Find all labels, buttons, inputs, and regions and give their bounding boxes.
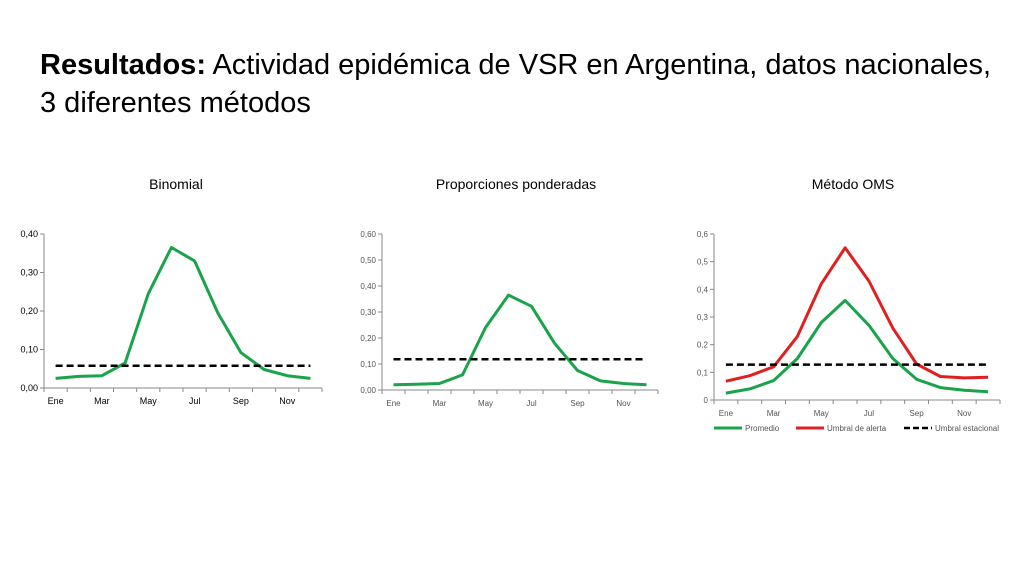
x-tick-label: Sep bbox=[233, 396, 249, 406]
y-tick-label: 0,30 bbox=[360, 308, 376, 317]
chart-1: 0,00 0,10 0,20 0,30 0,40 Ene Mar May Jul Sep Nov bbox=[20, 229, 323, 406]
series-line-promedio bbox=[725, 298, 989, 395]
y-tick-label: 0,1 bbox=[697, 368, 709, 377]
series-line-main bbox=[393, 293, 647, 387]
chart-title-binomial: Binomial bbox=[149, 176, 203, 192]
chart-3: 0 0,1 0,2 0,3 0,4 0,5 0,6 Ene Mar May Jul Sep Nov Pro… bbox=[697, 230, 1001, 433]
x-tick-label: Sep bbox=[909, 409, 924, 418]
y-tick-label: 0,40 bbox=[20, 229, 38, 239]
legend-label: Promedio bbox=[745, 424, 780, 433]
y-tick-label: 0,5 bbox=[697, 258, 709, 267]
y-tick-label: 0,50 bbox=[360, 256, 376, 265]
x-tick-label: Jul bbox=[864, 409, 874, 418]
legend-label: Umbral de alerta bbox=[827, 424, 887, 433]
series-line-main bbox=[55, 246, 311, 380]
y-tick-label: 0,30 bbox=[20, 268, 38, 278]
y-tick-label: 0,2 bbox=[697, 341, 709, 350]
x-tick-label: Mar bbox=[767, 409, 781, 418]
y-tick-label: 0,3 bbox=[697, 313, 709, 322]
x-tick-label: Ene bbox=[719, 409, 734, 418]
chart-title-oms: Método OMS bbox=[811, 176, 895, 192]
x-tick-label: Nov bbox=[616, 399, 630, 408]
x-tick-label: Ene bbox=[48, 396, 64, 406]
x-tick-label: Nov bbox=[279, 396, 296, 406]
y-tick-label: 0,00 bbox=[360, 386, 376, 395]
y-tick-label: 0,60 bbox=[360, 230, 376, 239]
y-tick-label: 0,4 bbox=[697, 285, 709, 294]
x-tick-label: May bbox=[814, 409, 829, 418]
x-tick-label: Nov bbox=[957, 409, 971, 418]
y-tick-label: 0,10 bbox=[20, 345, 38, 355]
y-tick-label: 0,10 bbox=[360, 360, 376, 369]
x-tick-label: Mar bbox=[94, 396, 110, 406]
series-line-umbral-de-alerta bbox=[725, 246, 989, 383]
slide-title: Resultados: Actividad epidémica de VSR e… bbox=[40, 46, 1000, 122]
y-tick-label: 0,40 bbox=[360, 282, 376, 291]
y-tick-label: 0,00 bbox=[20, 383, 38, 393]
x-tick-label: Mar bbox=[433, 399, 447, 408]
chart-title-proporciones: Proporciones ponderadas bbox=[435, 176, 597, 192]
x-tick-label: Sep bbox=[570, 399, 585, 408]
x-tick-label: Jul bbox=[526, 399, 536, 408]
x-tick-label: Jul bbox=[189, 396, 201, 406]
slide-title-bold: Resultados: bbox=[40, 49, 206, 81]
x-tick-label: May bbox=[140, 396, 158, 406]
x-tick-label: Ene bbox=[386, 399, 401, 408]
x-tick-label: May bbox=[478, 399, 493, 408]
y-tick-label: 0,20 bbox=[20, 306, 38, 316]
legend-label: Umbral estacional bbox=[935, 424, 999, 433]
chart-2: 0,00 0,10 0,20 0,30 0,40 0,50 0,60 Ene Mar May Jul… bbox=[360, 230, 659, 408]
y-tick-label: 0,20 bbox=[360, 334, 376, 343]
y-tick-label: 0 bbox=[704, 396, 709, 405]
slide-title-rest: Actividad epidémica de VSR en Argentina,… bbox=[40, 49, 992, 119]
y-tick-label: 0,6 bbox=[697, 230, 709, 239]
